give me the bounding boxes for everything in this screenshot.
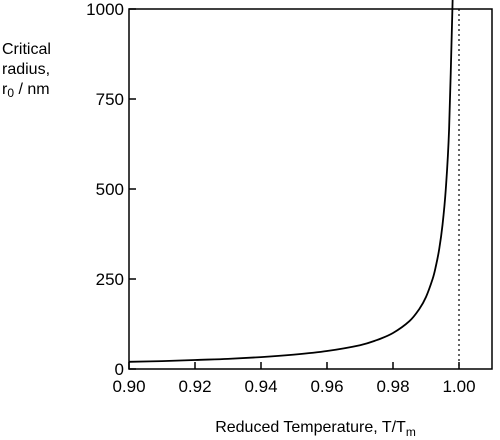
y-axis-symbol: r <box>2 81 8 98</box>
y-axis-subscript: 0 <box>7 86 15 100</box>
y-tick-label: 1000 <box>86 0 124 19</box>
y-tick-label: 500 <box>96 180 124 199</box>
x-axis-label: Reduced Temperature, T/Tm <box>215 419 416 439</box>
y-axis-unit: / nm <box>14 81 50 98</box>
x-axis-label-subscript: m <box>406 425 416 439</box>
y-axis-label: Critical radius, r0 / nm <box>2 40 82 103</box>
y-axis-label-line-1: Critical <box>2 41 51 58</box>
series-line <box>128 0 454 363</box>
x-tick-label: 0.98 <box>376 377 409 396</box>
y-axis-label-line-2: radius, <box>2 61 51 78</box>
x-tick-label: 0.94 <box>244 377 277 396</box>
y-tick-label: 0 <box>115 360 124 379</box>
y-axis-label-line-3: r0 / nm <box>2 80 82 103</box>
x-tick-label: 0.96 <box>310 377 343 396</box>
x-tick-label: 0.90 <box>112 377 145 396</box>
x-tick-label: 0.92 <box>178 377 211 396</box>
y-tick-label: 750 <box>96 90 124 109</box>
x-axis-label-main: Reduced Temperature, T/T <box>215 419 406 436</box>
axis-ticks: 0.90 0.92 0.94 0.96 0.98 1.00 0 250 500 750 1000 <box>86 0 475 396</box>
plot-frame <box>128 8 493 370</box>
x-tick-label: 1.00 <box>442 377 475 396</box>
y-tick-label: 250 <box>96 270 124 289</box>
